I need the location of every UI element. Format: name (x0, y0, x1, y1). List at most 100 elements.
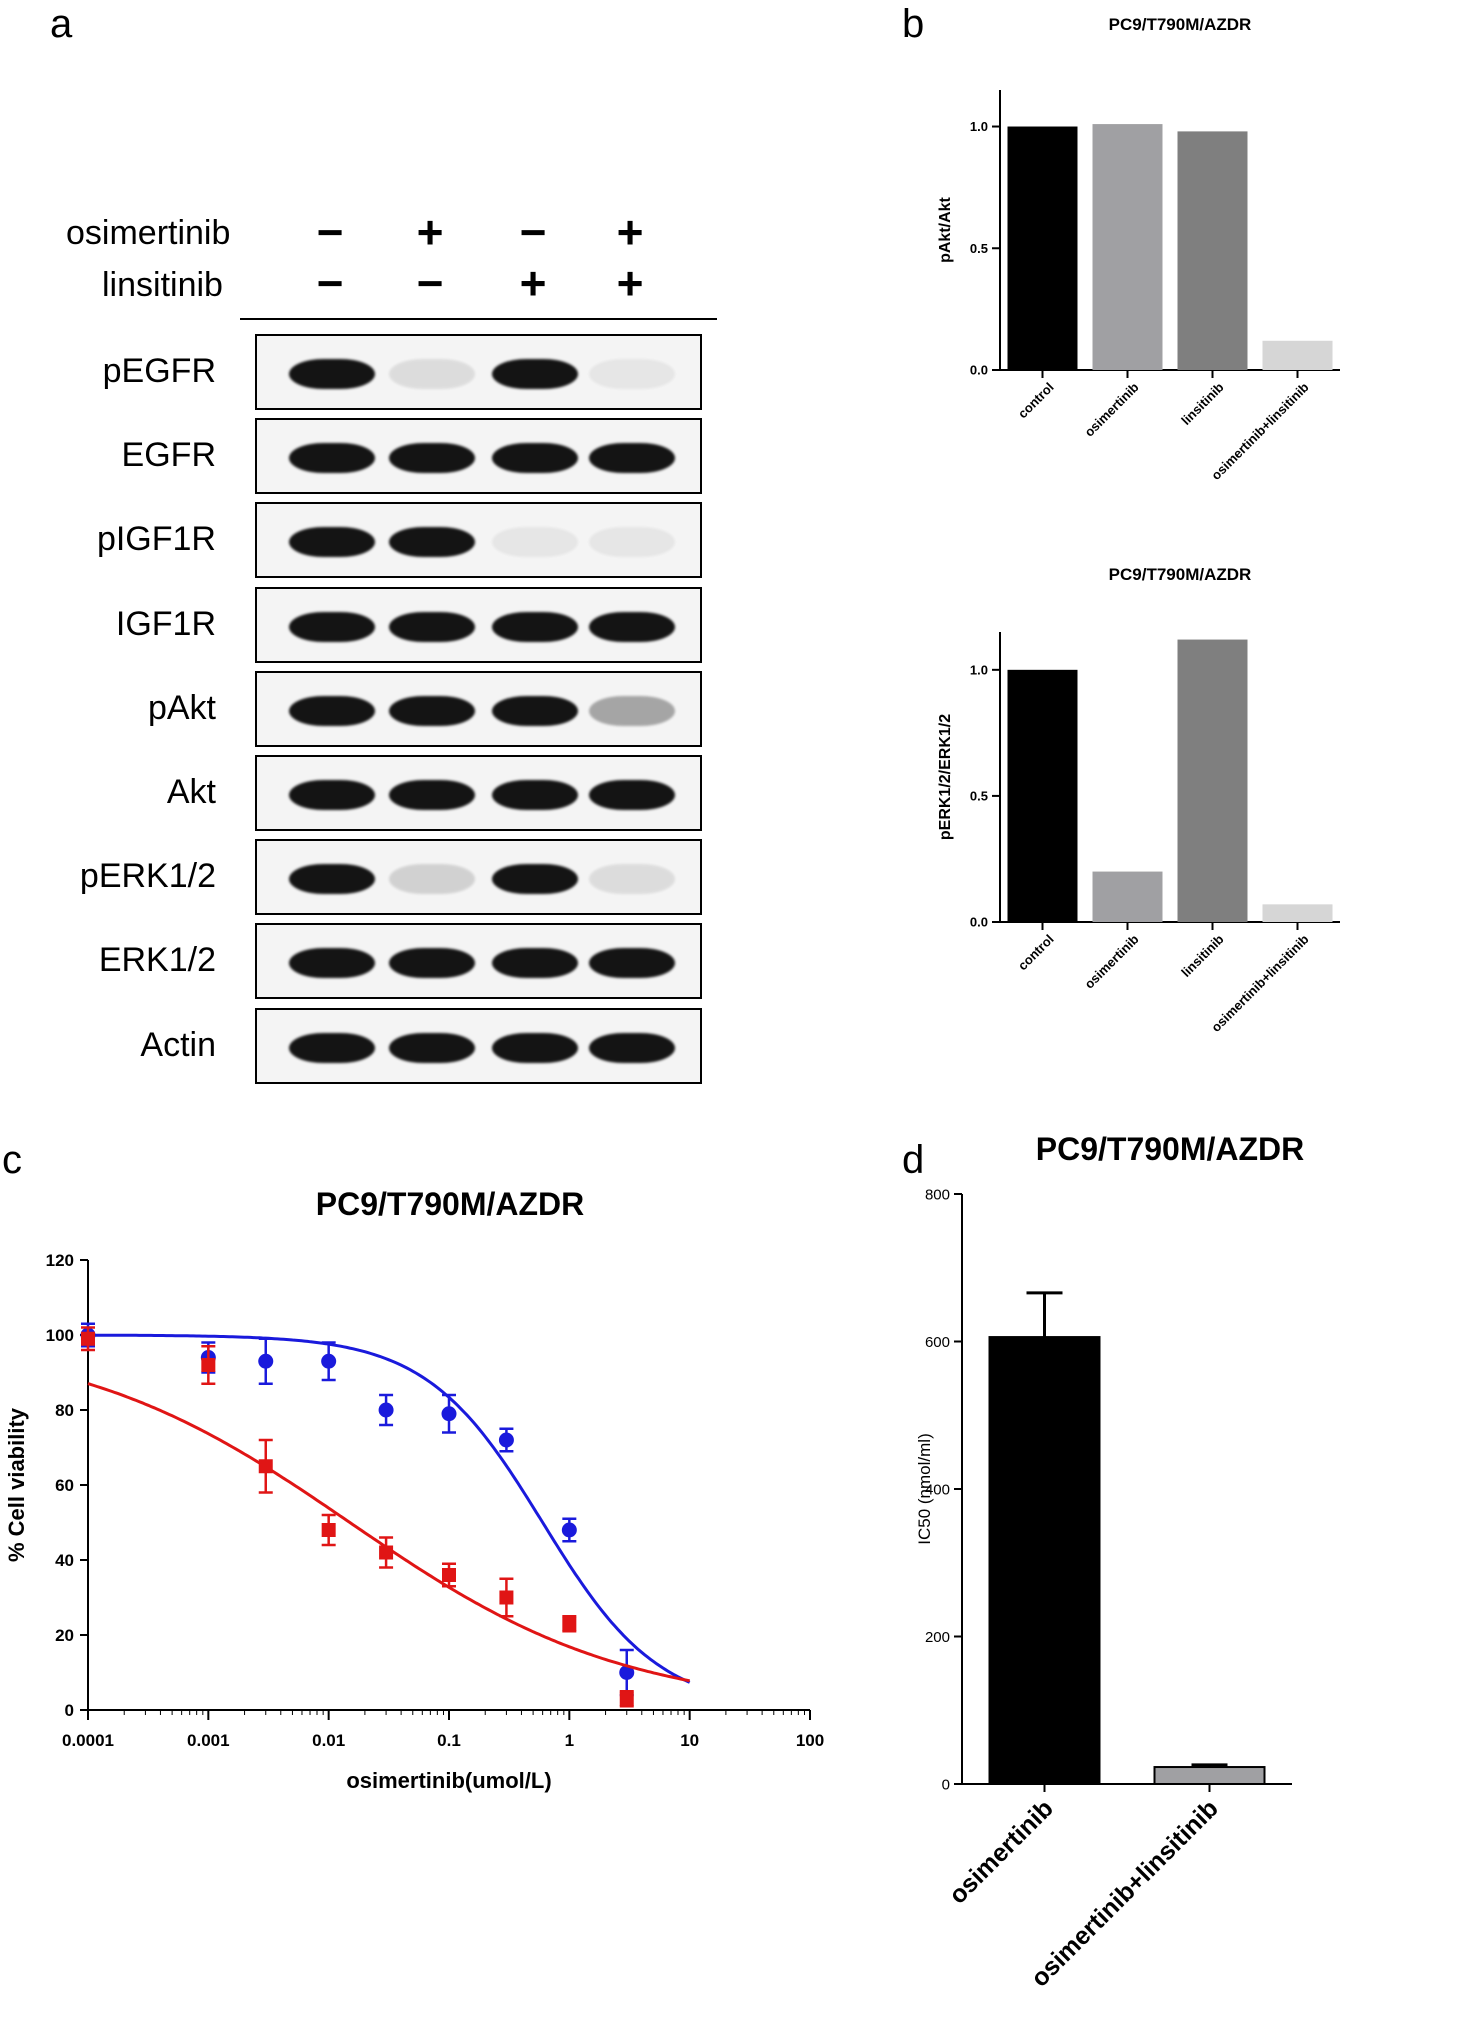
treatment-sign: + (519, 257, 547, 309)
blot-strip (255, 502, 702, 579)
blot-strip (255, 334, 702, 410)
blot-band (289, 1032, 375, 1063)
category-label: osimertinib+linsitinib (1208, 379, 1311, 482)
blot-band (492, 527, 578, 558)
blot-band (289, 695, 375, 726)
data-point (561, 1522, 577, 1538)
treatment-sign: + (616, 257, 644, 309)
blot-band (389, 864, 475, 895)
blot-row-label: pAkt (147, 688, 216, 727)
y-axis-label: % Cell viability (4, 1407, 29, 1562)
chart-cell-viability: PC9/T790M/AZDR 0 20 40 60 80 100 120 0.0001 0.001… (4, 1186, 824, 1793)
bar (1177, 639, 1248, 922)
data-point (378, 1402, 394, 1418)
fit-curve (87, 1333, 691, 1684)
blot-band (289, 527, 375, 558)
y-tick-label: 80 (55, 1401, 74, 1420)
blot-band (289, 443, 375, 474)
blot-band (589, 948, 675, 979)
blot-row-label: EGFR (121, 436, 216, 475)
y-tick-label: 20 (55, 1626, 74, 1645)
y-tick-label: 0.5 (970, 788, 988, 803)
blot-band (492, 1032, 578, 1063)
y-tick-label: 40 (55, 1551, 74, 1570)
chart-perk-erk: PC9/T790M/AZDR 0.0 0.5 1.0 pERK1/2/ERK1/2 con… (937, 565, 1340, 1035)
data-point (258, 1353, 274, 1369)
blot-band (589, 359, 675, 389)
blot-band (492, 864, 578, 895)
blot-band (492, 359, 578, 389)
blot-row-label: pERK1/2 (79, 857, 216, 896)
y-tick-label: 0.0 (970, 363, 988, 378)
y-axis-label: pERK1/2/ERK1/2 (937, 714, 954, 840)
treatment-sign: + (416, 206, 444, 258)
y-axis-label: IC50 (nmol/ml) (915, 1433, 934, 1544)
x-tick-label: 1 (565, 1731, 574, 1750)
treatment-sign: − (519, 206, 547, 258)
blot-band (289, 780, 375, 810)
y-tick-label: 0 (65, 1701, 74, 1720)
blot-band (492, 443, 578, 474)
y-tick-label: 100 (46, 1326, 74, 1345)
blot-band (492, 611, 578, 642)
chart-title: PC9/T790M/AZDR (316, 1186, 585, 1222)
data-point (201, 1358, 216, 1372)
y-tick-label: 600 (925, 1334, 950, 1351)
chart-title: PC9/T790M/AZDR (1036, 1131, 1305, 1167)
chart-title: PC9/T790M/AZDR (1109, 15, 1252, 34)
data-point (498, 1432, 514, 1448)
x-tick-label: 0.1 (437, 1731, 461, 1750)
y-tick-label: 1.0 (970, 119, 988, 134)
blot-band (492, 780, 578, 810)
data-point (442, 1568, 456, 1582)
blot-row-label: IGF1R (115, 604, 216, 643)
blot-band (589, 611, 675, 642)
blot-band (289, 611, 375, 642)
panel-letter-a: a (50, 2, 73, 46)
blot-band (492, 948, 578, 979)
bar (1007, 126, 1078, 371)
y-axis-label: pAkt/Akt (937, 196, 954, 262)
treatment-sign: − (416, 257, 444, 309)
data-point (321, 1353, 337, 1369)
chart-ic50: PC9/T790M/AZDR 0 200 400 600 800 IC50 (nmol/ml… (915, 1131, 1305, 1993)
bar (988, 1336, 1101, 1785)
treatment-label-linsitinib: linsitinib (102, 266, 223, 304)
blot-row-label: ERK1/2 (98, 941, 216, 980)
y-tick-label: 400 (925, 1481, 950, 1498)
blot-strip (255, 839, 702, 916)
blot-row-label: pEGFR (102, 352, 216, 390)
bar (1177, 131, 1248, 370)
category-label: osimertinib (1081, 379, 1141, 439)
blot-band (289, 948, 375, 979)
category-label: control (1015, 932, 1057, 974)
data-point (81, 1331, 95, 1346)
data-point (258, 1459, 273, 1474)
panel-letter-b: b (902, 2, 925, 46)
blot-strip (255, 923, 702, 1000)
bar (1092, 124, 1163, 370)
data-point (379, 1545, 394, 1560)
blot-strip (255, 418, 702, 495)
blot-row-label: Akt (166, 773, 216, 811)
category-label: linsitinib (1178, 379, 1226, 427)
blot-band (389, 443, 475, 474)
x-tick-label: 0.0001 (62, 1731, 114, 1750)
data-point (441, 1406, 457, 1422)
y-tick-label: 60 (55, 1476, 74, 1495)
treatment-sign: − (316, 206, 344, 258)
blot-band (289, 359, 375, 389)
treatment-label-osimertinib: osimertinib (66, 214, 231, 252)
x-tick-label: 0.001 (187, 1731, 230, 1750)
blot-strip (255, 586, 702, 663)
blot-band (589, 1032, 675, 1063)
bar (1262, 904, 1333, 922)
blot-strip (255, 670, 702, 747)
blot-band (389, 695, 475, 726)
treatment-divider (240, 318, 717, 320)
y-tick-label: 200 (925, 1629, 950, 1646)
category-label: osimertinib+linsitinib (1208, 931, 1311, 1034)
blot-band (389, 1032, 475, 1063)
category-label: linsitinib (1178, 931, 1226, 979)
blot-row-label: Actin (140, 1025, 216, 1064)
